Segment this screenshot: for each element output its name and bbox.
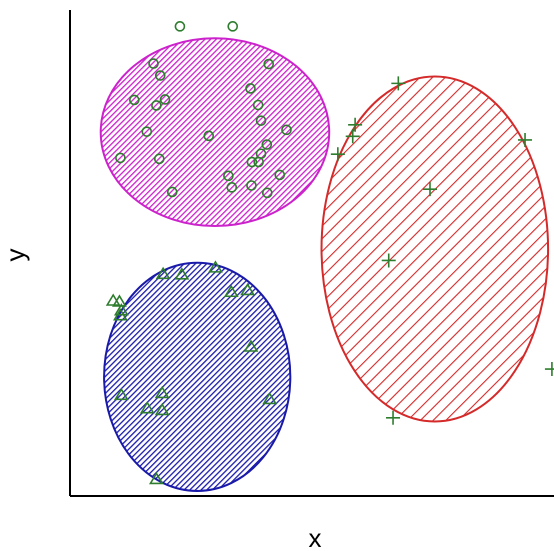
- circle-data-point: [159, 94, 171, 105]
- circle-data-point: [151, 100, 162, 111]
- cluster-ellipses: [99, 37, 550, 492]
- circle-data-point: [148, 58, 159, 69]
- circle-data-point: [166, 186, 178, 198]
- circle-data-point: [223, 170, 234, 182]
- circle-data-point: [227, 21, 239, 32]
- plus-cluster-ellipse: [320, 75, 550, 423]
- x-axis-label: x: [309, 523, 322, 551]
- axes: [69, 10, 554, 497]
- circle-data-point: [255, 115, 267, 126]
- circle-data-point: [261, 187, 273, 199]
- plus-data-point: [423, 182, 437, 197]
- plus-data-point: [381, 253, 396, 268]
- plus-data-point: [386, 410, 401, 425]
- plus-data-point: [544, 362, 554, 377]
- triangle-data-point: [113, 387, 129, 401]
- circle-data-point: [252, 99, 264, 111]
- triangle-data-point: [112, 294, 127, 307]
- triangle-data-point: [223, 284, 239, 298]
- plus-data-point: [345, 129, 360, 144]
- circle-data-point: [141, 126, 153, 137]
- circle-data-point: [246, 156, 258, 168]
- triangle-data-point: [243, 339, 259, 352]
- plus-data-point: [518, 132, 533, 147]
- plus-data-point: [391, 76, 406, 91]
- triangle-data-point: [154, 385, 170, 399]
- circle-data-point: [246, 180, 257, 191]
- plus-data-point: [330, 147, 345, 162]
- triangle-data-point: [174, 267, 190, 280]
- circle-data-point: [226, 182, 238, 193]
- y-axis-label: y: [0, 249, 30, 262]
- triangle-data-point: [208, 260, 223, 273]
- triangle-data-point: [262, 391, 278, 405]
- triangle-data-point: [112, 308, 128, 321]
- circle-data-point: [253, 156, 264, 168]
- circle-data-point: [153, 153, 165, 165]
- triangle-cluster-ellipse: [103, 261, 292, 492]
- circle-data-point: [261, 139, 273, 150]
- circle-data-point: [245, 83, 256, 94]
- circle-data-point: [203, 130, 215, 142]
- triangle-data-point: [154, 402, 170, 416]
- circle-data-point: [115, 152, 126, 164]
- triangle-data-point: [139, 401, 155, 414]
- circle-data-point: [274, 169, 286, 181]
- data-points: [105, 21, 554, 485]
- triangle-data-point: [155, 266, 171, 280]
- plus-data-point: [348, 117, 363, 132]
- circle-data-point: [154, 70, 166, 81]
- triangle-data-point: [148, 471, 164, 485]
- circle-data-point: [174, 21, 186, 32]
- circle-data-point: [129, 94, 140, 106]
- circle-data-point: [263, 58, 275, 70]
- triangle-data-point: [240, 282, 256, 296]
- circle-cluster-ellipse: [99, 37, 331, 227]
- circle-data-point: [281, 124, 292, 136]
- triangle-data-point: [113, 303, 129, 316]
